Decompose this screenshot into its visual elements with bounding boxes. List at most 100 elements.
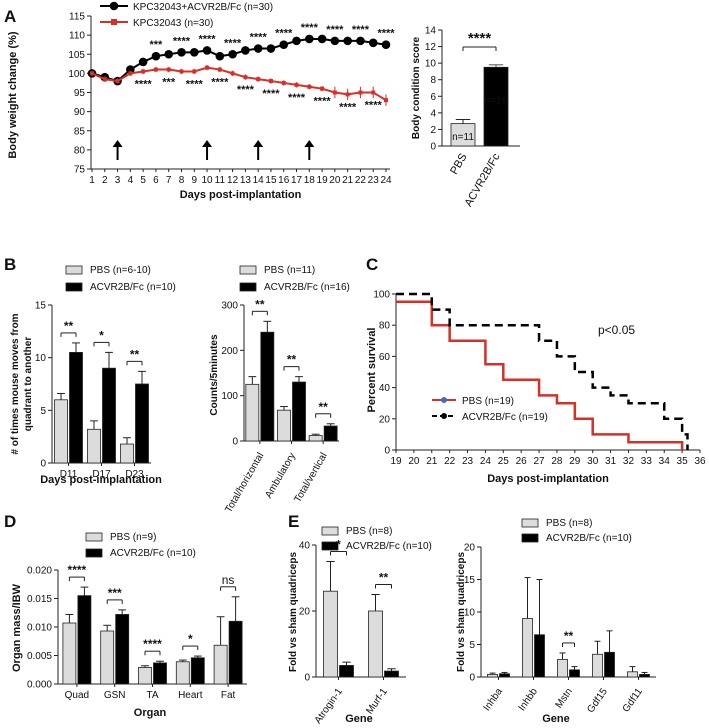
x-axis-title: Gene	[542, 713, 570, 725]
data-point-treated	[356, 36, 365, 46]
bar-treated-2	[323, 425, 338, 442]
sig-label-below: ***	[162, 77, 176, 89]
legend-label: ACVR2B/Fc (n=10)	[110, 548, 196, 559]
x-tick-label: ACVR2B/Fc	[463, 151, 503, 209]
y-tick-label: 60	[379, 352, 391, 363]
data-point-control	[358, 90, 363, 95]
panel-label-a: A	[4, 7, 16, 26]
sig-label: *	[336, 538, 341, 552]
sig-label-below: ****	[262, 88, 280, 100]
panel-label-e: E	[288, 512, 299, 531]
sig-label: ****	[68, 563, 87, 577]
bar-pbs-0	[323, 590, 338, 678]
x-tick-label: Atrogin-1	[313, 686, 346, 726]
data-point-treated	[266, 44, 276, 53]
y-tick-label: 0	[232, 437, 238, 448]
legend-label: ACVR2B/Fc (n=16)	[264, 282, 350, 293]
sig-label-above: ****	[173, 35, 191, 47]
y-tick-label: 40	[379, 383, 391, 394]
data-point-control	[268, 79, 273, 84]
bar-pbs-0	[62, 622, 77, 685]
x-tick-label: 21	[342, 175, 354, 186]
x-tick-label: 2	[102, 175, 108, 186]
bar-pbs-1	[100, 630, 115, 685]
x-tick-label: 16	[278, 175, 290, 186]
y-tick-label: 0	[384, 446, 390, 457]
data-point-control	[256, 77, 261, 82]
data-point-control	[192, 69, 197, 74]
y-tick-label: 110	[69, 31, 85, 42]
bar-treated-2	[135, 383, 149, 464]
y-axis-title: Fold vs sham quadriceps	[288, 552, 299, 672]
sig-label-below: ****	[237, 84, 255, 96]
data-point-control	[179, 69, 184, 74]
bar-pbs-0	[54, 399, 68, 464]
x-tick-label: 23	[462, 456, 474, 467]
data-point-control	[141, 69, 146, 74]
y-tick-label: 10	[464, 608, 476, 619]
bar-pbs-2	[557, 659, 568, 678]
data-point-control	[371, 90, 376, 95]
bar-treated-0	[339, 665, 354, 678]
x-tick-label: 33	[641, 456, 653, 467]
bar-pbs-3	[175, 661, 190, 685]
arrow-head-icon	[202, 140, 213, 147]
x-tick-label: 9	[191, 175, 197, 186]
x-tick-label: 19	[390, 456, 402, 467]
bar-treated-4	[639, 674, 650, 678]
sig-label: **	[64, 319, 74, 333]
y-tick-label: 200	[221, 346, 238, 357]
series-line-1	[91, 66, 387, 102]
data-point-treated	[228, 49, 237, 59]
y-tick-label: 85	[74, 126, 86, 137]
data-point-control	[294, 82, 299, 87]
y-tick-label: 15	[464, 575, 476, 586]
x-axis-title: Organ	[134, 707, 167, 719]
survival-curve-1	[396, 292, 689, 450]
data-point-treated	[177, 48, 186, 57]
x-tick-label: 17	[291, 175, 303, 186]
x-tick-label: 36	[694, 456, 706, 467]
sig-label-above: ****	[352, 24, 370, 36]
data-point-treated	[253, 44, 263, 53]
p-value-annotation: p<0.05	[598, 323, 635, 337]
bar-pbs-3	[592, 653, 603, 678]
legend-label: ACVR2B/Fc (n=10)	[346, 541, 432, 552]
legend-label: PBS (n=8)	[546, 518, 592, 529]
sig-label-above: ****	[275, 28, 293, 40]
y-tick-label: 100	[373, 290, 390, 301]
legend-swatch-0	[85, 532, 103, 542]
sig-label-above: ****	[224, 37, 242, 49]
data-point-control	[217, 67, 222, 72]
sig-label-below: ****	[288, 92, 306, 104]
data-point-treated	[381, 40, 391, 49]
x-tick-label: 24	[480, 456, 492, 467]
sig-label-above: ****	[198, 33, 216, 45]
y-tick-label: 0.015	[27, 594, 52, 605]
sig-label: **	[130, 347, 140, 361]
sig-label-below: ****	[314, 96, 332, 108]
x-tick-label: 21	[426, 456, 438, 467]
legend-label: ACVR2B/Fc (n=10)	[546, 533, 632, 544]
bar-treated-0	[499, 673, 510, 678]
bar-pbs-0	[245, 383, 260, 442]
panel-label-d: D	[4, 512, 16, 531]
x-tick-label: Murf-1	[364, 686, 390, 716]
y-tick-label: 80	[74, 145, 86, 156]
legend-label: KPC32043 (n=30)	[133, 18, 213, 29]
y-tick-label: 40	[299, 541, 311, 552]
y-tick-label: 0.000	[27, 680, 52, 691]
sig-label-below: ****	[186, 78, 204, 90]
sig-label: **	[379, 571, 389, 585]
data-point-treated	[241, 46, 250, 55]
y-axis-title: # of times mouse moves from quadrant to a…	[10, 313, 34, 454]
y-tick-label: 0	[430, 142, 436, 153]
x-tick-label: 5	[140, 175, 146, 186]
x-tick-label: Ambulatory	[263, 451, 298, 500]
y-tick-label: 115	[69, 12, 85, 23]
bar-pbs-0	[487, 674, 498, 678]
sig-label: **	[287, 353, 297, 367]
sig-label: ****	[468, 30, 492, 47]
data-point-control	[384, 98, 388, 103]
x-tick-label: 11	[215, 175, 226, 186]
